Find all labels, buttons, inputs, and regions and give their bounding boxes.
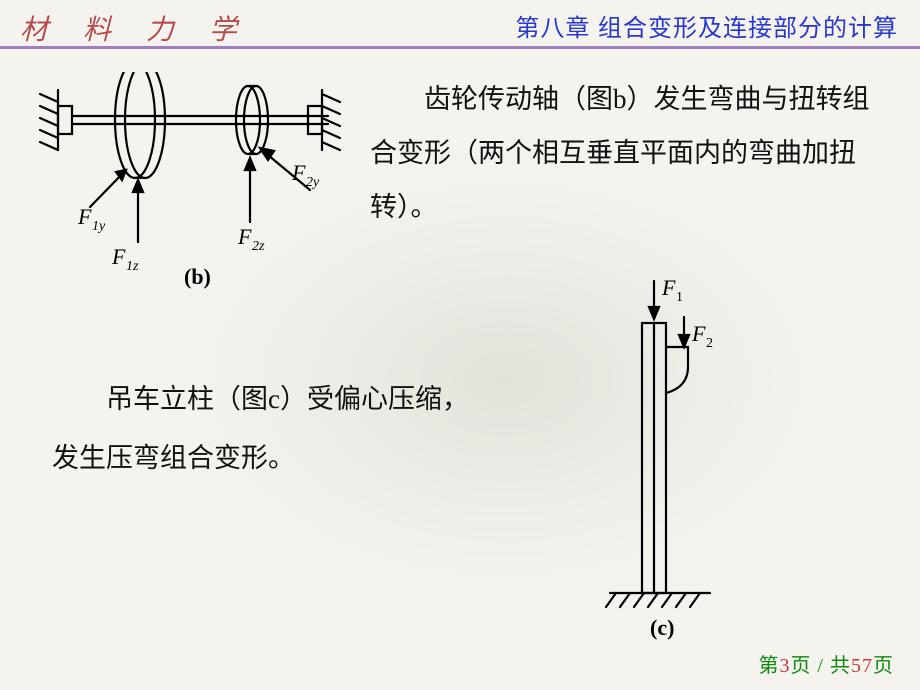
figure-c-caption-text: (c) — [650, 615, 674, 640]
svg-text:2y: 2y — [306, 175, 320, 190]
svg-text:2z: 2z — [252, 239, 265, 254]
paragraph-2: 吊车立柱（图c）受偏心压缩，发生压弯组合变形。 — [52, 370, 482, 489]
svg-text:2: 2 — [706, 336, 713, 351]
svg-text:F: F — [237, 224, 252, 249]
figure-c: F1 F2 (c) — [580, 275, 780, 635]
figure-b-caption: (b) — [184, 264, 211, 290]
pager-prefix: 第 — [758, 655, 779, 677]
svg-text:F: F — [111, 244, 126, 269]
page-counter: 第3页 / 共57页 — [758, 649, 894, 678]
svg-text:F: F — [691, 321, 706, 346]
pager-suffix: 页 — [873, 655, 894, 677]
pager-mid: 页 / 共 — [790, 655, 851, 677]
svg-text:1: 1 — [676, 290, 683, 305]
paragraph-1: 齿轮传动轴（图b）发生弯曲与扭转组合变形（两个相互垂直平面内的弯曲加扭转）。 — [370, 72, 880, 234]
subject-title: 材 料 力 学 — [20, 8, 251, 48]
svg-text:1z: 1z — [126, 259, 139, 274]
svg-text:F: F — [77, 204, 92, 229]
pager-total: 57 — [851, 655, 873, 677]
svg-text:F: F — [661, 275, 676, 300]
svg-text:1y: 1y — [92, 219, 106, 234]
header-bar: 材 料 力 学 第八章 组合变形及连接部分的计算 — [0, 0, 920, 48]
chapter-title: 第八章 组合变形及连接部分的计算 — [515, 8, 898, 43]
pager-current: 3 — [779, 655, 790, 677]
figure-c-svg: F1 F2 (c) — [580, 275, 780, 645]
svg-text:F: F — [291, 160, 306, 185]
